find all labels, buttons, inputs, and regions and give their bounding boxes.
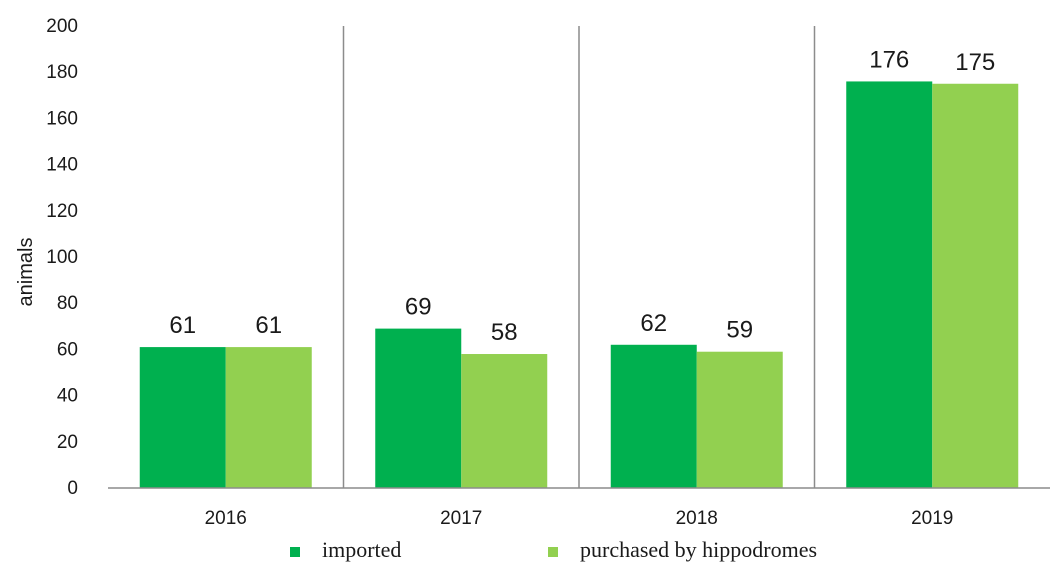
data-label: 176 xyxy=(869,46,909,73)
y-tick-label: 100 xyxy=(46,247,78,268)
legend-label: purchased by hippodromes xyxy=(580,537,817,562)
bar-imported-2016 xyxy=(139,347,226,488)
y-tick-label: 40 xyxy=(57,386,78,407)
y-tick-label: 200 xyxy=(46,16,78,37)
x-axis-ticks: 2016 2017 2018 2019 xyxy=(205,508,954,529)
x-tick-label: 2019 xyxy=(911,508,953,529)
x-tick-label: 2017 xyxy=(440,508,482,529)
bar-purchased-by-hippodromes-2019 xyxy=(932,83,1019,488)
data-label: 61 xyxy=(255,312,282,339)
bars xyxy=(139,81,1019,488)
data-label: 69 xyxy=(405,294,432,321)
bar-purchased-by-hippodromes-2016 xyxy=(225,347,312,488)
legend: imported purchased by hippodromes xyxy=(290,537,817,562)
y-tick-label: 20 xyxy=(57,432,78,453)
legend-swatch xyxy=(548,547,558,557)
y-tick-label: 60 xyxy=(57,339,78,360)
category-separators xyxy=(342,26,816,488)
bar-purchased-by-hippodromes-2017 xyxy=(461,354,548,488)
legend-label: imported xyxy=(322,537,401,562)
bar-imported-2019 xyxy=(846,81,933,488)
x-tick-label: 2018 xyxy=(676,508,718,529)
data-label: 59 xyxy=(726,317,753,344)
y-tick-label: 0 xyxy=(67,478,78,499)
data-label: 58 xyxy=(491,319,518,346)
bar-imported-2017 xyxy=(375,328,462,488)
bar-purchased-by-hippodromes-2018 xyxy=(696,351,783,488)
y-tick-label: 120 xyxy=(46,201,78,222)
data-label: 61 xyxy=(169,312,196,339)
y-axis-title: animals xyxy=(15,238,37,307)
bar-imported-2018 xyxy=(610,344,697,488)
data-labels: 61 69 62 176 61 58 59 175 xyxy=(169,46,995,346)
data-label: 62 xyxy=(640,310,667,337)
data-label: 175 xyxy=(955,49,995,76)
legend-swatch xyxy=(290,547,300,557)
y-tick-label: 80 xyxy=(57,293,78,314)
y-tick-label: 180 xyxy=(46,62,78,83)
y-tick-label: 140 xyxy=(46,155,78,176)
x-tick-label: 2016 xyxy=(205,508,247,529)
y-axis-ticks: 0 20 40 60 80 100 120 140 160 180 200 xyxy=(46,16,78,499)
y-tick-label: 160 xyxy=(46,108,78,129)
